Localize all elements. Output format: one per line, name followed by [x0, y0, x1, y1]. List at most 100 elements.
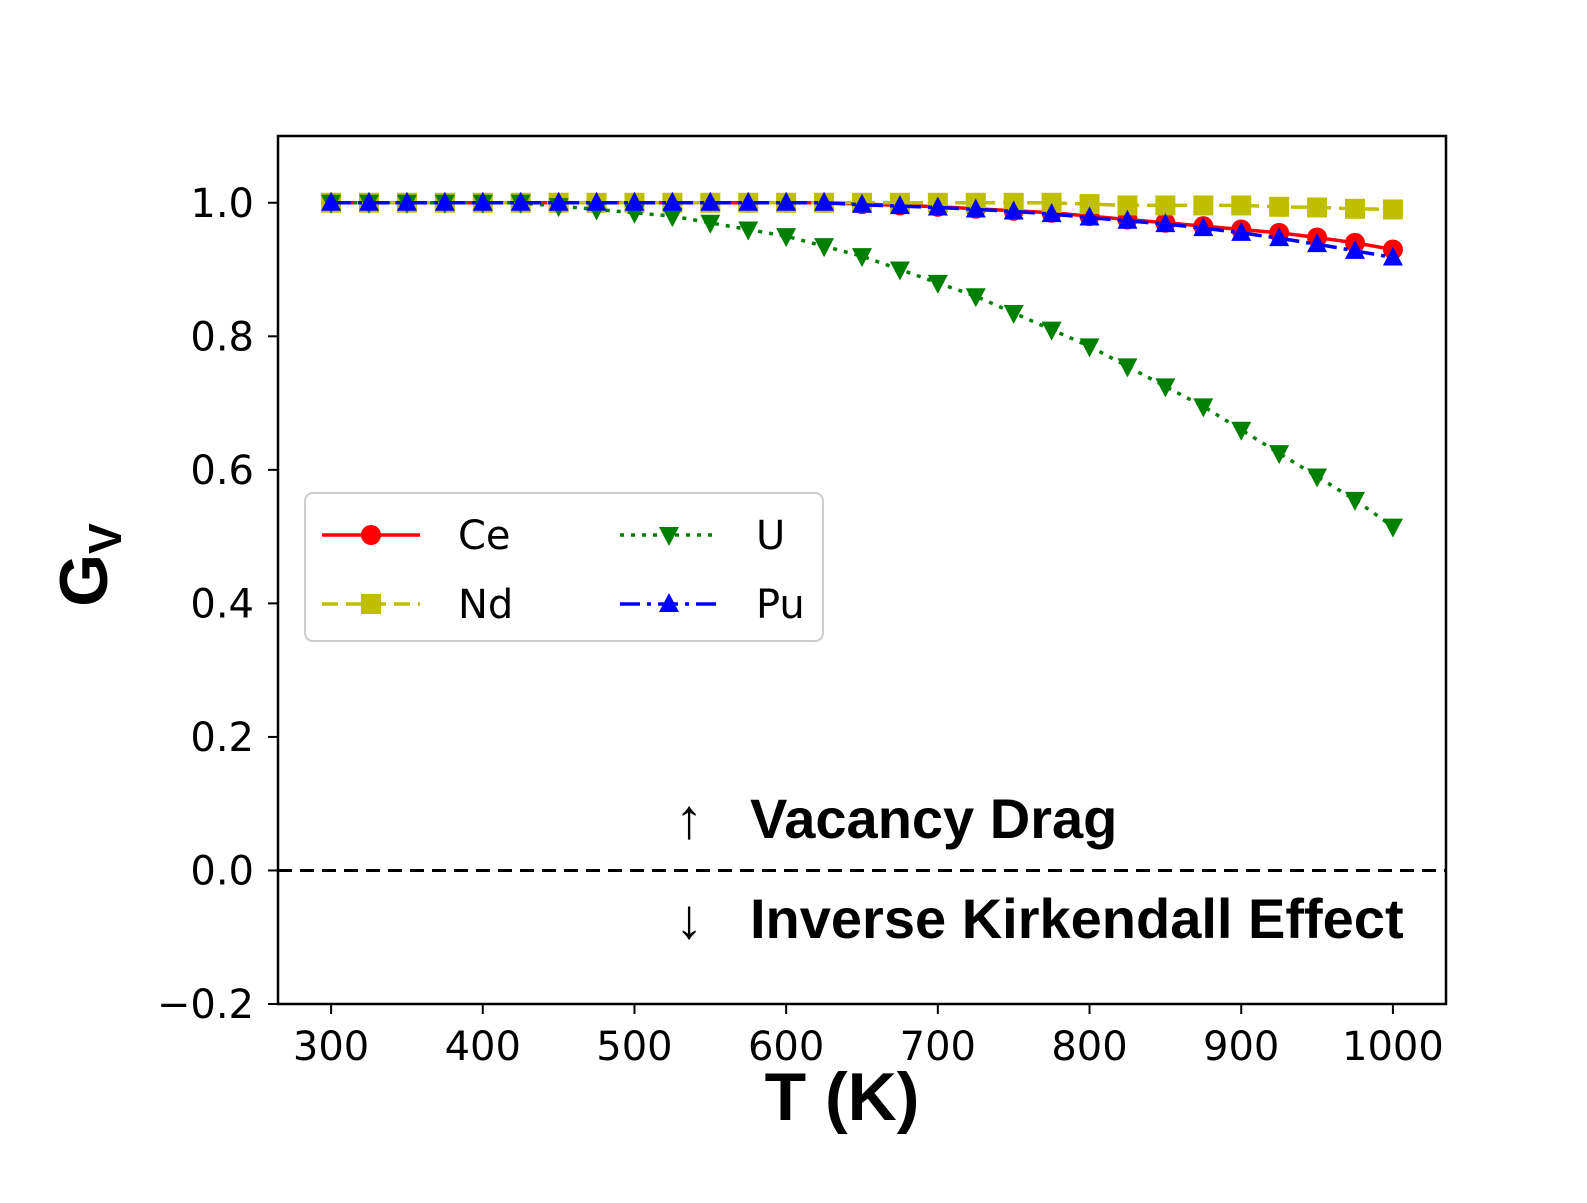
data-point-nd: [1382, 199, 1403, 220]
up-arrow-icon: ↑: [675, 787, 703, 850]
data-point-u: [662, 208, 683, 228]
data-point-pu: [1193, 217, 1214, 237]
legend-marker-nd: [361, 594, 381, 614]
y-tick-label: 0.0: [190, 848, 254, 894]
data-point-u: [1382, 518, 1403, 538]
data-point-nd: [1079, 194, 1100, 215]
data-point-pu: [1079, 206, 1100, 226]
legend-marker-pu: [659, 593, 679, 612]
legend-box: [304, 492, 824, 642]
svg-text:GV: GV: [46, 523, 131, 607]
data-point-pu: [1307, 233, 1328, 253]
legend-marker-ce: [361, 525, 381, 545]
series-line-u: [331, 201, 1394, 529]
data-point-u: [1155, 378, 1176, 398]
data-point-u: [852, 248, 872, 268]
data-point-pu: [321, 191, 342, 211]
data-point-u: [1041, 321, 1062, 341]
x-tick-label: 300: [293, 1024, 369, 1070]
data-point-pu: [927, 196, 948, 216]
data-point-pu: [472, 191, 493, 211]
y-tick-label: 0.8: [190, 314, 254, 360]
legend-entry-pu: Pu: [620, 582, 805, 628]
y-axis-label-subscript: V: [79, 523, 131, 554]
y-tick-label: 1.0: [190, 181, 254, 227]
x-tick-label: 500: [596, 1024, 672, 1070]
annotation-vacancy-drag-text: Vacancy Drag: [750, 787, 1117, 850]
down-arrow-icon: ↓: [675, 887, 703, 950]
annotation-vacancy-drag: ↑ Vacancy Drag: [675, 787, 1117, 850]
x-tick-label: 800: [1051, 1024, 1127, 1070]
data-point-pu: [1344, 239, 1365, 259]
x-axis: 300 400 500 600 700 800 900 1000: [293, 1004, 1444, 1070]
data-point-u: [1193, 398, 1214, 418]
data-point-pu: [1117, 209, 1138, 229]
data-point-u: [776, 228, 797, 248]
series-u: [321, 194, 1403, 538]
data-point-pu: [434, 191, 455, 211]
x-tick-label: 600: [748, 1024, 824, 1070]
data-point-u: [1231, 421, 1252, 441]
data-point-u: [1079, 338, 1100, 358]
data-point-pu: [1003, 200, 1024, 220]
legend-label-u: U: [756, 513, 785, 559]
data-point-u: [700, 214, 721, 234]
data-point-pu: [1382, 246, 1403, 266]
data-point-u: [1269, 445, 1290, 465]
data-point-pu: [624, 191, 645, 211]
x-tick-label: 900: [1203, 1024, 1279, 1070]
data-point-u: [738, 221, 759, 241]
plot-content: [278, 191, 1446, 872]
data-point-pu: [1155, 213, 1176, 233]
data-point-nd: [1117, 195, 1138, 216]
y-tick-label: 0.4: [190, 581, 254, 627]
y-axis-label-main: G: [46, 554, 122, 607]
data-point-pu: [814, 191, 835, 211]
data-point-u: [1307, 468, 1328, 488]
annotation-inverse-kirkendall-text: Inverse Kirkendall Effect: [750, 887, 1404, 950]
data-point-pu: [359, 191, 380, 211]
data-point-pu: [1269, 227, 1290, 247]
x-tick-label: 700: [900, 1024, 976, 1070]
data-point-pu: [1041, 203, 1062, 223]
y-tick-label: 0.6: [190, 448, 254, 494]
legend-label-nd: Nd: [458, 582, 513, 628]
y-tick-label: −0.2: [157, 982, 254, 1028]
legend-entry-ce: Ce: [322, 513, 511, 559]
data-point-pu: [700, 191, 721, 211]
data-point-nd: [1231, 195, 1252, 216]
y-axis: −0.2 0.0 0.2 0.4 0.6 0.8 1.0: [157, 181, 278, 1028]
data-point-u: [814, 238, 835, 258]
legend-marker-u: [659, 527, 679, 546]
plot-frame: [276, 134, 1448, 1006]
data-point-nd: [1041, 192, 1062, 213]
data-point-u: [1117, 358, 1138, 378]
data-point-nd: [1269, 196, 1290, 217]
data-point-pu: [738, 191, 759, 211]
y-axis-label: GV: [46, 523, 131, 607]
y-tick-label: 0.2: [190, 715, 254, 761]
data-point-pu: [889, 195, 910, 215]
data-point-pu: [1231, 221, 1252, 241]
data-point-pu: [852, 193, 872, 213]
x-axis-label: T (K): [765, 1059, 920, 1135]
x-tick-label: 1000: [1342, 1024, 1444, 1070]
data-point-pu: [510, 191, 531, 211]
legend-label-pu: Pu: [756, 582, 805, 628]
data-point-pu: [396, 191, 417, 211]
legend-entry-u: U: [620, 513, 785, 559]
legend: Ce Nd U Pu: [304, 492, 824, 642]
data-point-u: [1003, 304, 1024, 324]
data-point-nd: [1307, 197, 1328, 218]
series-line-pu: [331, 201, 1394, 260]
data-point-pu: [586, 191, 607, 211]
data-point-pu: [776, 191, 797, 211]
data-point-u: [927, 274, 948, 294]
annotation-inverse-kirkendall: ↓ Inverse Kirkendall Effect: [675, 887, 1404, 950]
data-point-nd: [1193, 195, 1214, 216]
data-point-pu: [662, 191, 683, 211]
legend-entry-nd: Nd: [322, 582, 513, 628]
data-point-u: [889, 261, 910, 281]
data-point-pu: [965, 198, 986, 218]
series-pu: [321, 191, 1403, 266]
